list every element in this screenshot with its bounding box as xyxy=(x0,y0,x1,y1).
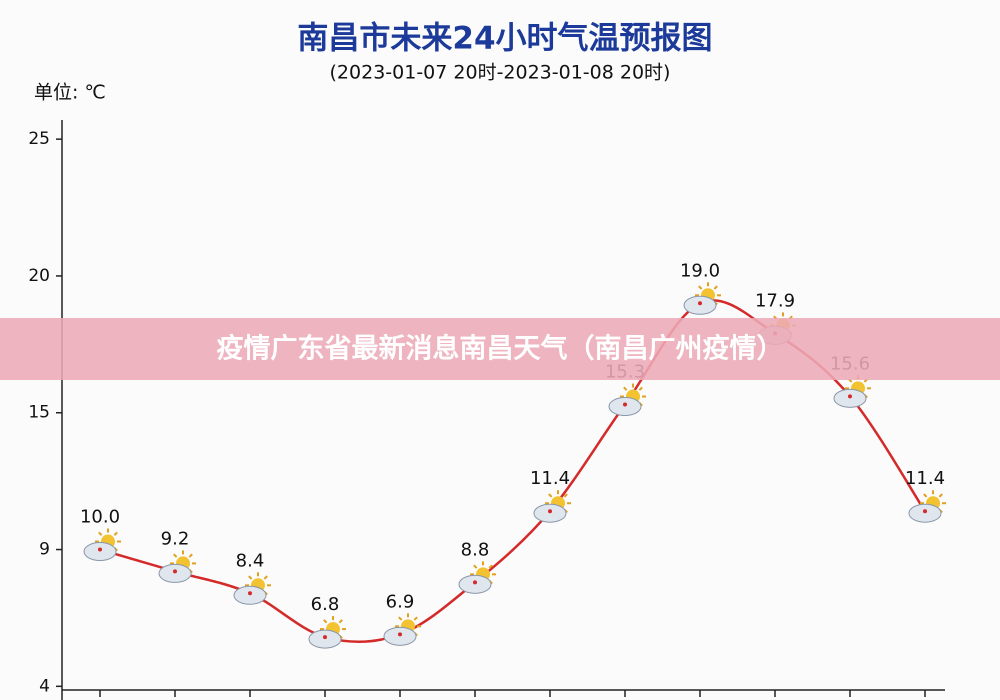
point xyxy=(548,509,552,514)
value-label: 11.4 xyxy=(905,468,945,489)
y-tick-label: 4 xyxy=(39,676,50,696)
value-label: 9.2 xyxy=(161,528,190,549)
y-axis-label: 单位: ℃ xyxy=(34,82,106,104)
point xyxy=(323,635,327,640)
value-label: 19.0 xyxy=(680,260,720,281)
y-tick-label: 20 xyxy=(28,266,50,286)
value-label: 10.0 xyxy=(80,507,120,528)
value-label: 11.4 xyxy=(530,468,570,489)
point xyxy=(98,547,102,552)
point xyxy=(923,509,927,514)
y-tick-label: 15 xyxy=(28,403,50,423)
chart-subtitle: (2023-01-07 20时-2023-01-08 20时) xyxy=(330,62,671,84)
weather-icon xyxy=(533,490,571,523)
point xyxy=(473,580,477,585)
weather-icon xyxy=(683,282,721,315)
y-tick-label: 9 xyxy=(39,540,50,560)
value-label: 17.9 xyxy=(755,290,795,311)
point xyxy=(248,591,252,596)
value-label: 8.4 xyxy=(236,550,265,571)
value-label: 6.8 xyxy=(311,594,340,615)
point xyxy=(848,394,852,399)
point xyxy=(173,569,177,574)
y-tick-label: 25 xyxy=(28,129,50,149)
banner-background xyxy=(0,318,1000,380)
point xyxy=(623,402,627,407)
chart-title: 南昌市未来24小时气温预报图 xyxy=(297,21,712,57)
point xyxy=(698,301,702,306)
value-label: 6.9 xyxy=(386,591,415,612)
banner-text: 疫情广东省最新消息南昌天气（南昌广州疫情） xyxy=(217,333,784,365)
point xyxy=(398,632,402,637)
value-label: 8.8 xyxy=(461,539,490,560)
